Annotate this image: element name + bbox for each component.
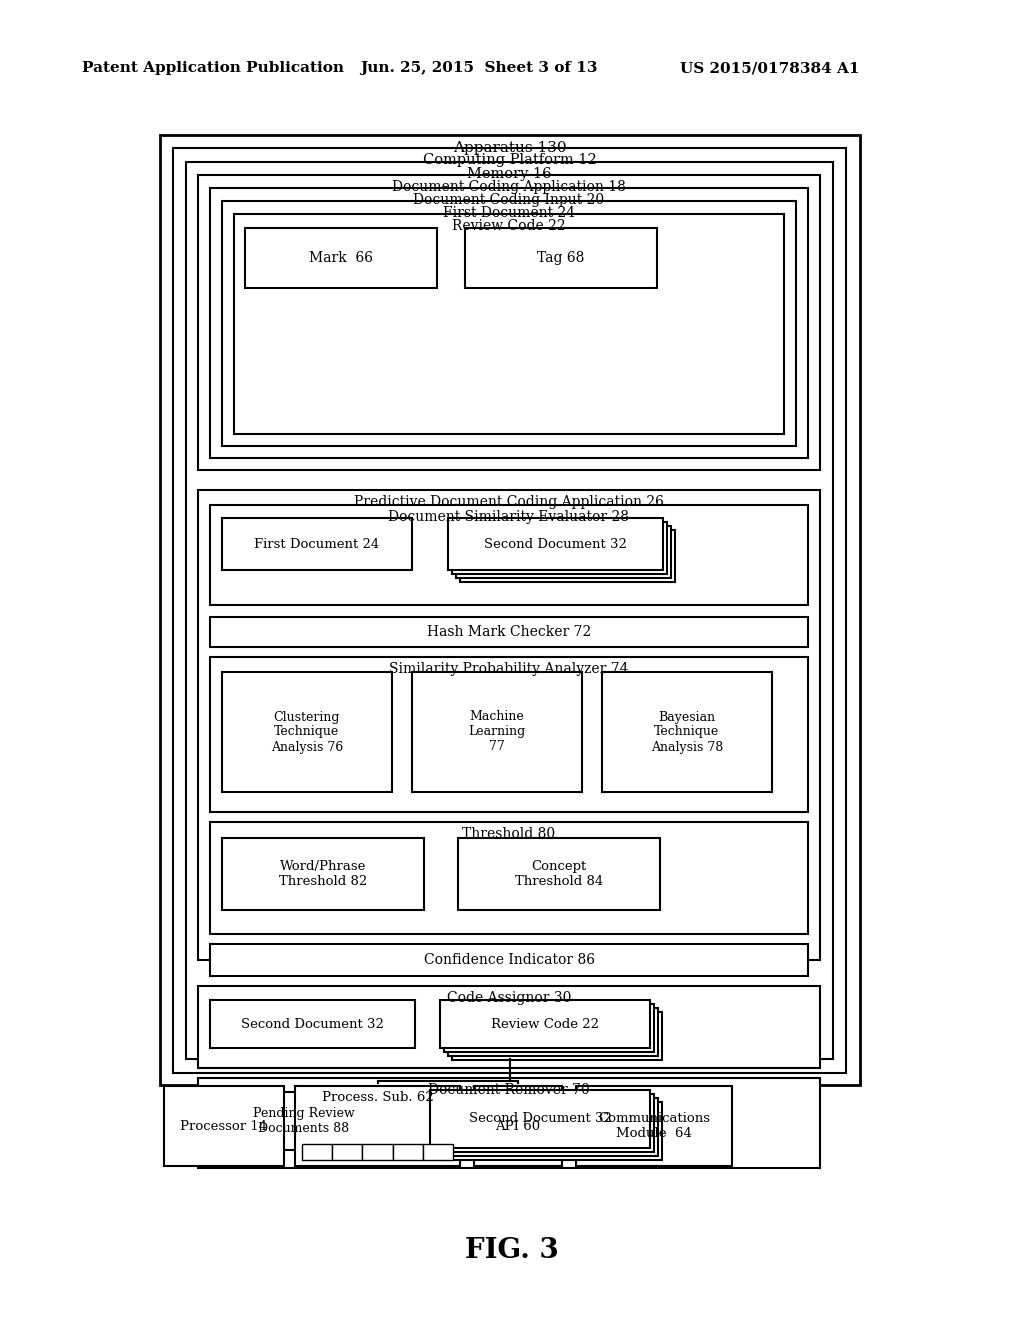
Bar	[362, 1144, 392, 1160]
Text: Pending Review
Documents 88: Pending Review Documents 88	[253, 1107, 355, 1135]
Text: Tag 68: Tag 68	[538, 251, 585, 265]
Bar	[210, 616, 808, 647]
Bar	[210, 657, 808, 812]
Bar	[602, 672, 772, 792]
Text: Word/Phrase
Threshold 82: Word/Phrase Threshold 82	[279, 861, 368, 888]
Text: Apparatus 130: Apparatus 130	[454, 141, 567, 154]
Bar	[302, 1144, 332, 1160]
Bar	[222, 672, 392, 792]
Bar	[575, 1086, 732, 1166]
Text: Second Document 32: Second Document 32	[241, 1018, 384, 1031]
Text: Mark  66: Mark 66	[309, 251, 373, 265]
Bar	[440, 1001, 650, 1048]
Text: Document Coding Application 18: Document Coding Application 18	[392, 180, 626, 194]
Bar	[210, 822, 808, 935]
Bar	[234, 214, 784, 434]
Bar	[456, 525, 671, 578]
Text: First Document 24: First Document 24	[254, 537, 380, 550]
Bar	[173, 148, 846, 1073]
Bar	[210, 187, 808, 458]
Text: Memory 16: Memory 16	[467, 168, 552, 181]
Text: Review Code 22: Review Code 22	[490, 1018, 599, 1031]
Bar	[423, 1144, 453, 1160]
Text: Jun. 25, 2015  Sheet 3 of 13: Jun. 25, 2015 Sheet 3 of 13	[360, 61, 597, 75]
Bar	[434, 1094, 654, 1152]
Bar	[460, 531, 675, 582]
Bar	[160, 135, 860, 1085]
Text: Code Assignor 30: Code Assignor 30	[446, 991, 571, 1005]
Bar	[210, 1001, 415, 1048]
Bar	[186, 162, 833, 1059]
Text: Machine
Learning
77: Machine Learning 77	[468, 710, 525, 754]
Bar	[210, 944, 808, 975]
Text: Hash Mark Checker 72: Hash Mark Checker 72	[427, 624, 591, 639]
Text: FIG. 3: FIG. 3	[465, 1237, 559, 1263]
Text: Process. Sub. 62: Process. Sub. 62	[322, 1092, 433, 1104]
Bar	[444, 1005, 654, 1052]
Bar	[198, 490, 820, 960]
Bar	[164, 1086, 284, 1166]
Bar	[245, 228, 437, 288]
Bar	[222, 517, 412, 570]
Text: Review Code 22: Review Code 22	[453, 219, 566, 234]
Bar	[430, 1090, 650, 1148]
Text: Document Remover 70: Document Remover 70	[428, 1082, 590, 1097]
Text: Bayesian
Technique
Analysis 78: Bayesian Technique Analysis 78	[651, 710, 723, 754]
Text: Computing Platform 12: Computing Platform 12	[423, 153, 596, 168]
Bar	[449, 1008, 658, 1056]
Text: Similarity Probability Analyzer 74: Similarity Probability Analyzer 74	[389, 663, 629, 676]
Bar	[222, 838, 424, 909]
Bar	[465, 228, 657, 288]
Text: Clustering
Technique
Analysis 76: Clustering Technique Analysis 76	[271, 710, 343, 754]
Bar	[332, 1144, 362, 1160]
Bar	[392, 1144, 423, 1160]
Text: Document Similarity Evaluator 28: Document Similarity Evaluator 28	[388, 510, 630, 524]
Text: Communications
Module  64: Communications Module 64	[598, 1111, 710, 1140]
Bar	[198, 176, 820, 470]
Text: Patent Application Publication: Patent Application Publication	[82, 61, 344, 75]
Text: Predictive Document Coding Application 26: Predictive Document Coding Application 2…	[354, 495, 664, 510]
Bar	[295, 1086, 460, 1166]
Bar	[412, 672, 582, 792]
Text: Document Coding Input 20: Document Coding Input 20	[414, 193, 604, 207]
Bar	[210, 1092, 398, 1150]
Text: Threshold 80: Threshold 80	[463, 828, 556, 841]
Bar	[222, 201, 796, 446]
Bar	[438, 1098, 658, 1156]
Text: Processor 14: Processor 14	[180, 1119, 267, 1133]
Bar	[458, 838, 660, 909]
Bar	[474, 1086, 562, 1166]
Bar	[442, 1102, 662, 1160]
Bar	[452, 1012, 662, 1060]
Bar	[198, 1078, 820, 1168]
Text: Second Document 32: Second Document 32	[469, 1113, 611, 1126]
Text: Second Document 32: Second Document 32	[484, 537, 627, 550]
Bar	[198, 986, 820, 1068]
Text: Confidence Indicator 86: Confidence Indicator 86	[424, 953, 595, 968]
Text: API 60: API 60	[496, 1119, 541, 1133]
Text: Concept
Threshold 84: Concept Threshold 84	[515, 861, 603, 888]
Bar	[449, 517, 663, 570]
Text: First Document 24: First Document 24	[443, 206, 575, 220]
Text: US 2015/0178384 A1: US 2015/0178384 A1	[680, 61, 859, 75]
Bar	[210, 506, 808, 605]
Bar	[452, 521, 667, 574]
